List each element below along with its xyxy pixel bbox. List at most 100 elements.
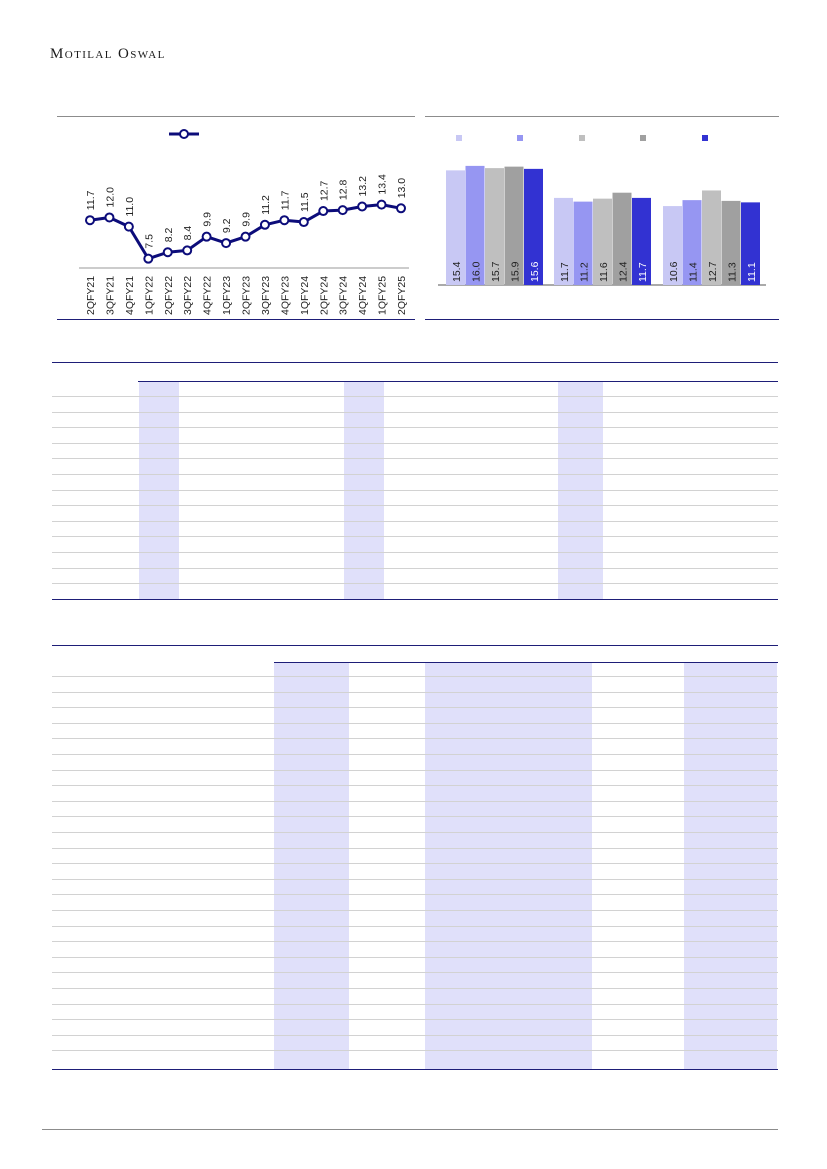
data-label: 9.2 (221, 218, 233, 233)
row-divider (52, 941, 778, 942)
row-divider (52, 972, 778, 973)
legend-swatch (456, 135, 462, 141)
header-rule (274, 662, 778, 663)
row-divider (52, 412, 778, 413)
table-top-rule (52, 362, 778, 363)
row-divider (52, 926, 778, 927)
x-tick-label: 1QFY23 (221, 276, 233, 315)
row-divider (52, 863, 778, 864)
data-label: 11.5 (299, 192, 311, 212)
row-divider (52, 443, 778, 444)
data-point (339, 206, 347, 214)
data-point (164, 248, 172, 256)
row-divider (52, 785, 778, 786)
row-divider (52, 879, 778, 880)
data-point (319, 207, 327, 215)
bar-value-label: 15.9 (510, 261, 522, 282)
row-divider (52, 552, 778, 553)
data-point (280, 216, 288, 224)
bar-value-label: 10.6 (668, 261, 680, 282)
x-tick-label: 2QFY25 (396, 276, 408, 315)
x-tick-label: 2QFY24 (318, 276, 330, 315)
row-divider (52, 832, 778, 833)
data-point (144, 255, 152, 263)
data-point (300, 218, 308, 226)
bar-value-label: 11.6 (598, 262, 610, 282)
row-divider (52, 957, 778, 958)
data-point (358, 202, 366, 210)
bar-value-label: 11.7 (559, 262, 571, 282)
bar-value-label: 15.7 (490, 261, 502, 282)
data-label: 12.0 (104, 187, 116, 208)
bar-value-label: 16.0 (471, 261, 483, 282)
line-chart-panel: 11.7 2QFY21 12.0 3QFY21 11.0 4QFY21 7.5 1QFY22 8… (57, 116, 415, 320)
bar-value-label: 11.3 (727, 262, 739, 282)
data-label: 11.7 (279, 190, 291, 210)
footer-rule (42, 1129, 778, 1130)
bar-value-label: 15.6 (529, 261, 541, 282)
x-tick-label: 1QFY24 (299, 276, 311, 315)
data-label: 11.0 (124, 197, 136, 217)
data-label: 12.7 (318, 180, 330, 201)
data-label: 7.5 (143, 234, 155, 249)
row-divider (52, 458, 778, 459)
x-tick-label: 3QFY23 (260, 276, 272, 315)
legend-swatch (640, 135, 646, 141)
bar-value-label: 11.2 (579, 262, 591, 282)
header-rule (138, 381, 778, 382)
row-divider (52, 1019, 778, 1020)
row-divider (52, 490, 778, 491)
row-divider (52, 801, 778, 802)
data-label: 8.2 (163, 227, 175, 242)
row-divider (52, 848, 778, 849)
row-divider (52, 988, 778, 989)
row-divider (52, 396, 778, 397)
x-tick-label: 1QFY22 (143, 276, 155, 315)
row-divider (52, 676, 778, 677)
x-tick-label: 2QFY23 (241, 276, 253, 315)
x-tick-label: 1QFY25 (377, 276, 389, 315)
x-tick-label: 4QFY23 (279, 276, 291, 315)
bar-chart-panel: 15.4 16.0 15.7 15.9 15.6 11.7 11.2 11.6 12.4 11.7… (425, 116, 779, 320)
data-point (105, 213, 113, 221)
x-tick-label: 4QFY22 (202, 276, 214, 315)
row-divider (52, 536, 778, 537)
data-point (397, 204, 405, 212)
data-label: 12.8 (338, 180, 350, 201)
bar-value-label: 12.7 (707, 261, 719, 282)
row-divider (52, 910, 778, 911)
row-divider (52, 723, 778, 724)
row-divider (52, 1050, 778, 1051)
row-divider (52, 568, 778, 569)
line-chart: 11.7 2QFY21 12.0 3QFY21 11.0 4QFY21 7.5 1QFY22 8… (57, 116, 415, 319)
row-divider (52, 474, 778, 475)
data-point (261, 221, 269, 229)
data-label: 9.9 (241, 212, 253, 227)
data-label: 9.9 (202, 212, 214, 227)
data-label: 13.2 (357, 176, 369, 197)
bar-value-label: 12.4 (618, 261, 630, 282)
data-label: 11.2 (260, 195, 272, 215)
bar-value-label: 11.4 (688, 262, 700, 282)
row-divider (52, 707, 778, 708)
row-divider (52, 583, 778, 584)
legend-swatch (702, 135, 708, 141)
row-divider (52, 770, 778, 771)
x-tick-label: 3QFY21 (104, 276, 116, 315)
data-point (242, 233, 250, 241)
data-point (222, 239, 230, 247)
data-point (203, 233, 211, 241)
x-tick-label: 3QFY24 (338, 276, 350, 315)
data-point (86, 216, 94, 224)
row-divider (52, 521, 778, 522)
table-top-rule (52, 645, 778, 646)
data-label: 13.4 (377, 174, 389, 195)
table-two (52, 645, 778, 1070)
row-divider (52, 1004, 778, 1005)
x-tick-label: 2QFY21 (85, 276, 97, 315)
x-tick-label: 3QFY22 (182, 276, 194, 315)
x-tick-label: 2QFY22 (163, 276, 175, 315)
legend-swatch (579, 135, 585, 141)
table-bottom-rule (52, 599, 778, 601)
logo: Motilal Oswal (50, 46, 166, 63)
